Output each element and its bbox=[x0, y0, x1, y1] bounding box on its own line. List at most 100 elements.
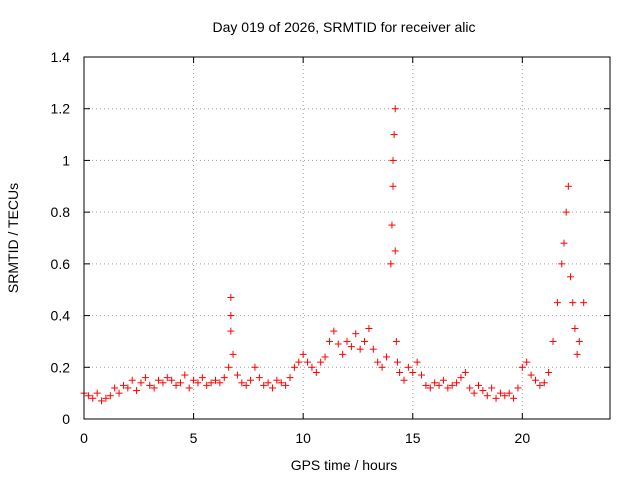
data-point bbox=[448, 381, 456, 389]
data-point bbox=[227, 312, 235, 320]
data-point bbox=[564, 182, 572, 190]
data-point bbox=[84, 392, 92, 400]
data-point bbox=[413, 358, 421, 366]
data-point bbox=[560, 239, 568, 247]
data-point bbox=[404, 363, 412, 371]
y-tick-label: 1.2 bbox=[51, 101, 71, 117]
data-point bbox=[553, 299, 561, 307]
data-point bbox=[290, 363, 298, 371]
data-point bbox=[466, 384, 474, 392]
data-point bbox=[461, 368, 469, 376]
data-point bbox=[374, 358, 382, 366]
data-point bbox=[159, 379, 167, 387]
data-point bbox=[229, 350, 237, 358]
data-point bbox=[483, 392, 491, 400]
data-point bbox=[102, 394, 110, 402]
x-tick-label: 0 bbox=[80, 430, 88, 446]
data-point bbox=[106, 392, 114, 400]
data-point bbox=[389, 182, 397, 190]
data-point bbox=[470, 389, 478, 397]
data-point bbox=[531, 376, 539, 384]
data-point bbox=[518, 363, 526, 371]
data-point bbox=[400, 376, 408, 384]
data-point bbox=[225, 363, 233, 371]
data-point bbox=[536, 381, 544, 389]
data-point bbox=[361, 337, 369, 345]
data-point bbox=[124, 384, 132, 392]
data-point bbox=[312, 368, 320, 376]
data-point bbox=[444, 384, 452, 392]
data-point bbox=[501, 392, 509, 400]
data-point bbox=[212, 376, 219, 384]
data-point bbox=[220, 374, 228, 382]
data-point bbox=[382, 353, 390, 361]
y-tick-label: 0 bbox=[62, 411, 70, 427]
data-point bbox=[523, 358, 531, 366]
data-point bbox=[185, 384, 193, 392]
data-point bbox=[453, 379, 461, 387]
data-point bbox=[431, 379, 439, 387]
data-point bbox=[260, 381, 268, 389]
data-point bbox=[115, 389, 123, 397]
data-point bbox=[475, 381, 482, 389]
y-tick-label: 0.8 bbox=[51, 204, 71, 220]
data-point bbox=[163, 374, 171, 382]
data-point bbox=[277, 379, 285, 387]
data-point bbox=[339, 350, 347, 358]
chart-title: Day 019 of 2026, SRMTID for receiver ali… bbox=[213, 19, 476, 35]
data-point bbox=[295, 358, 303, 366]
data-point bbox=[387, 260, 395, 268]
data-point bbox=[168, 376, 176, 384]
y-tick-label: 0.2 bbox=[51, 359, 71, 375]
data-point bbox=[426, 384, 434, 392]
data-point bbox=[304, 358, 312, 366]
data-point bbox=[198, 374, 206, 382]
x-tick-label: 5 bbox=[190, 430, 198, 446]
data-point bbox=[356, 345, 364, 353]
data-point bbox=[255, 374, 263, 382]
data-point bbox=[496, 389, 504, 397]
data-point bbox=[369, 345, 377, 353]
data-point bbox=[549, 337, 557, 345]
data-point bbox=[137, 379, 145, 387]
y-tick-label: 0.6 bbox=[51, 256, 71, 272]
y-tick-labels: 0 0.2 0.4 0.6 0.8 1 1.2 1.4 bbox=[51, 49, 71, 427]
x-tick-label: 20 bbox=[515, 430, 531, 446]
x-tick-label: 10 bbox=[295, 430, 311, 446]
x-axis-label: GPS time / hours bbox=[291, 457, 398, 473]
data-point bbox=[227, 327, 235, 335]
data-point bbox=[343, 337, 351, 345]
data-point bbox=[558, 260, 566, 268]
data-point bbox=[389, 156, 397, 164]
data-point bbox=[391, 105, 399, 113]
data-point bbox=[299, 350, 307, 358]
data-point bbox=[268, 384, 276, 392]
data-point bbox=[457, 374, 465, 382]
data-point bbox=[321, 353, 329, 361]
data-points bbox=[80, 105, 588, 405]
data-point bbox=[146, 381, 154, 389]
y-tick-label: 1 bbox=[62, 152, 70, 168]
data-point bbox=[111, 384, 119, 392]
data-point bbox=[282, 381, 290, 389]
data-point bbox=[150, 384, 158, 392]
data-point bbox=[571, 325, 579, 332]
data-point bbox=[488, 384, 496, 392]
data-point bbox=[176, 379, 184, 387]
data-point bbox=[247, 376, 255, 384]
data-point bbox=[133, 387, 141, 395]
data-point bbox=[514, 384, 522, 392]
data-point bbox=[317, 358, 325, 366]
data-point bbox=[505, 389, 513, 397]
data-point bbox=[89, 394, 97, 402]
x-tick-label: 15 bbox=[405, 430, 421, 446]
data-point bbox=[216, 379, 224, 387]
data-point bbox=[562, 208, 570, 216]
grid-layer bbox=[84, 57, 610, 419]
data-point bbox=[527, 371, 535, 379]
data-point bbox=[93, 389, 101, 397]
data-point bbox=[422, 381, 430, 389]
data-point bbox=[580, 299, 588, 307]
data-point bbox=[479, 387, 487, 395]
